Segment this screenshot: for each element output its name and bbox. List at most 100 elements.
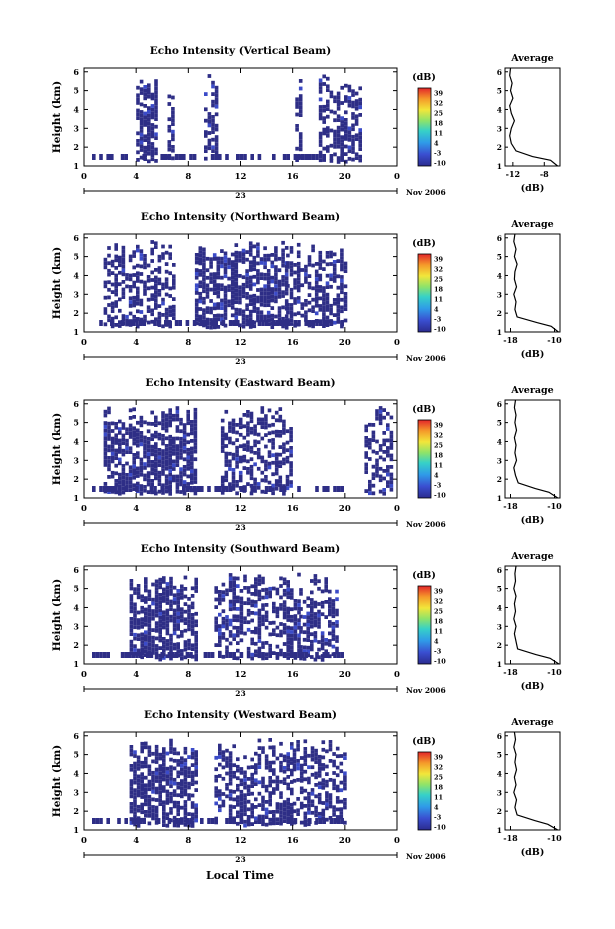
heatmap-cell xyxy=(325,285,330,289)
heatmap-cell xyxy=(144,783,148,788)
heatmap-cell xyxy=(317,785,322,790)
heatmap-cell xyxy=(168,256,172,260)
heatmap-cell xyxy=(129,783,134,787)
heatmap-cell xyxy=(281,294,285,298)
avg-x-tick-label: -10 xyxy=(547,667,562,677)
heatmap-cell xyxy=(142,818,146,824)
heatmap-cell xyxy=(293,599,298,603)
heatmap-cell xyxy=(220,317,224,322)
heatmap-cell xyxy=(185,818,190,824)
heatmap-cell xyxy=(129,620,134,625)
heatmap-cell xyxy=(333,144,337,149)
heatmap-cell xyxy=(347,134,352,138)
heatmap-cell xyxy=(289,434,293,439)
heatmap-cell xyxy=(246,650,251,655)
heatmap-cell xyxy=(261,795,265,800)
heatmap-cell xyxy=(242,447,247,451)
heatmap-cell xyxy=(190,594,195,598)
heatmap-cell xyxy=(147,798,152,803)
heatmap-cell xyxy=(344,144,348,149)
heatmap-cell xyxy=(110,421,115,426)
heatmap-cell xyxy=(172,585,177,590)
heatmap-cell xyxy=(257,639,262,643)
heatmap-cell xyxy=(121,490,126,495)
heatmap-cell xyxy=(146,286,151,291)
heatmap-cell xyxy=(250,780,254,785)
heatmap-cell xyxy=(279,320,283,326)
heatmap-cell xyxy=(218,643,222,647)
heatmap-cell xyxy=(254,641,258,646)
heatmap-cell xyxy=(107,444,111,449)
heatmap-cell xyxy=(129,605,134,610)
heatmap-cell xyxy=(298,98,303,102)
heatmap-cell xyxy=(311,154,316,160)
heatmap-cell xyxy=(321,782,326,786)
heatmap-cell xyxy=(194,256,199,261)
heatmap-cell xyxy=(267,438,272,443)
heatmap-cell xyxy=(151,789,155,794)
heatmap-cell xyxy=(168,244,172,249)
heatmap-cell xyxy=(264,754,269,759)
heatmap-cell xyxy=(315,486,319,492)
heatmap-cell xyxy=(320,600,325,605)
heatmap-cell xyxy=(267,461,272,466)
heatmap-cell xyxy=(133,776,137,781)
heatmap-cell xyxy=(162,754,166,759)
heatmap-cell xyxy=(136,774,141,779)
heatmap-cell xyxy=(293,154,298,160)
heatmap-cell xyxy=(290,742,294,746)
heatmap-cell xyxy=(351,104,355,109)
heatmap-cell xyxy=(286,261,290,265)
heatmap-cell xyxy=(110,436,115,441)
heatmap-cell xyxy=(343,318,348,323)
heatmap-cell xyxy=(120,320,125,326)
heatmap-cell xyxy=(364,451,368,455)
heatmap-cell xyxy=(290,814,294,819)
heatmap-cell xyxy=(154,771,159,776)
heatmap-cell xyxy=(114,456,118,460)
heatmap-cell xyxy=(322,74,326,79)
heatmap-cell xyxy=(300,302,305,307)
heatmap-cell xyxy=(234,285,239,289)
heatmap-cell xyxy=(178,818,182,824)
heatmap-cell xyxy=(332,298,337,302)
heatmap-cell xyxy=(275,606,280,611)
heatmap-cell xyxy=(133,617,137,622)
heatmap-cell xyxy=(110,271,115,275)
heatmap-cell xyxy=(289,322,294,326)
heatmap-cell xyxy=(243,819,247,824)
heatmap-cell xyxy=(286,595,290,600)
heatmap-cell xyxy=(284,276,289,281)
x-tick-label: 0 xyxy=(81,670,87,680)
heatmap-cell xyxy=(249,449,254,454)
heatmap-cell xyxy=(231,441,236,446)
colorbar xyxy=(417,751,432,831)
heatmap-cell xyxy=(238,251,242,255)
heatmap-cell xyxy=(232,603,236,607)
heatmap-cell xyxy=(150,308,154,313)
heatmap-cell xyxy=(150,145,155,150)
heatmap-cell xyxy=(167,102,172,106)
heatmap-cell xyxy=(296,296,301,300)
heatmap-cell xyxy=(180,649,184,653)
heatmap-cell xyxy=(150,437,154,441)
heatmap-cell xyxy=(241,309,246,314)
heatmap-cell xyxy=(205,287,210,292)
heatmap-cell xyxy=(344,159,348,164)
heatmap-cell xyxy=(241,282,246,287)
heatmap-cell xyxy=(168,450,172,454)
heatmap-cell xyxy=(351,157,355,162)
heatmap-cell xyxy=(260,470,265,475)
heatmap-cell xyxy=(165,782,170,786)
heatmap-cell xyxy=(256,417,261,422)
y-tick-label: 1 xyxy=(73,493,79,503)
heatmap-cell xyxy=(231,430,236,434)
heatmap-cell xyxy=(324,588,328,593)
heatmap-cell xyxy=(110,448,115,452)
heatmap-cell xyxy=(267,408,272,413)
heatmap-cell xyxy=(151,786,155,790)
heatmap-cell xyxy=(382,469,386,473)
heatmap-cell xyxy=(335,635,339,640)
heatmap-cell xyxy=(139,272,144,276)
heatmap-cell xyxy=(317,762,322,767)
